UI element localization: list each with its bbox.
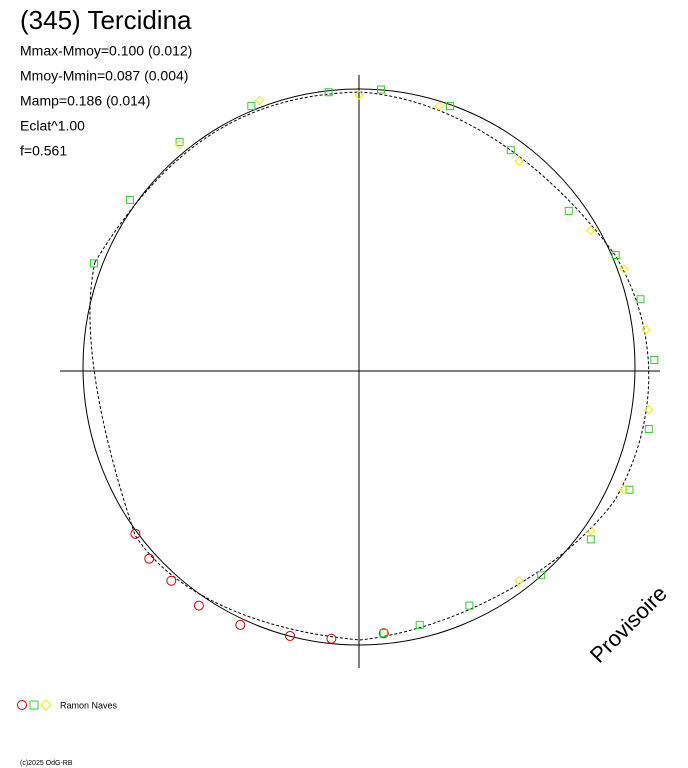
legend-symbol	[40, 699, 52, 711]
point	[644, 424, 653, 433]
model-curve	[89, 91, 650, 641]
legend-symbol	[17, 700, 27, 710]
point	[611, 251, 620, 260]
stat-line: Mmoy-Mmin=0.087 (0.004)	[20, 68, 188, 84]
legend-label: Ramon Naves	[60, 700, 118, 710]
point	[514, 576, 524, 586]
legend-symbol	[29, 700, 39, 710]
point	[285, 630, 295, 641]
point	[379, 629, 388, 638]
credit: (c)2025 OdG-RB	[20, 760, 73, 767]
point	[235, 619, 246, 630]
point	[324, 88, 333, 97]
point	[641, 324, 651, 335]
stat-line: Eclat^1.00	[20, 118, 85, 134]
point	[625, 485, 634, 494]
point	[619, 264, 629, 274]
point	[644, 404, 654, 415]
point	[193, 600, 204, 611]
point	[446, 102, 455, 111]
point	[175, 137, 184, 146]
point	[254, 95, 265, 106]
point	[465, 601, 474, 610]
data-marks	[90, 85, 659, 644]
point	[354, 90, 364, 100]
point	[514, 156, 524, 166]
point	[586, 225, 596, 235]
point	[537, 571, 546, 580]
stat-line: Mmax-Mmoy=0.100 (0.012)	[20, 43, 192, 59]
point	[125, 195, 134, 204]
reference-circle	[82, 88, 636, 646]
point	[247, 102, 256, 111]
point	[144, 553, 155, 564]
point	[377, 85, 386, 94]
point	[378, 628, 389, 639]
point	[506, 146, 515, 155]
watermark: Provisoire	[585, 581, 672, 668]
point	[174, 139, 185, 150]
point	[415, 620, 424, 629]
point	[130, 528, 141, 539]
point	[90, 259, 99, 268]
point	[586, 535, 595, 544]
point	[619, 484, 629, 495]
point	[564, 206, 573, 215]
stat-line: Mamp=0.186 (0.014)	[20, 93, 150, 109]
point	[326, 633, 337, 644]
point	[586, 526, 596, 536]
point	[166, 575, 177, 586]
point	[650, 355, 659, 364]
point	[636, 295, 645, 304]
stat-line: f=0.561	[20, 143, 67, 159]
point	[434, 101, 444, 111]
chart-title: (345) Tercidina	[20, 5, 192, 35]
stats: Mmax-Mmoy=0.100 (0.012) Mmoy-Mmin=0.087 (…	[20, 43, 192, 159]
